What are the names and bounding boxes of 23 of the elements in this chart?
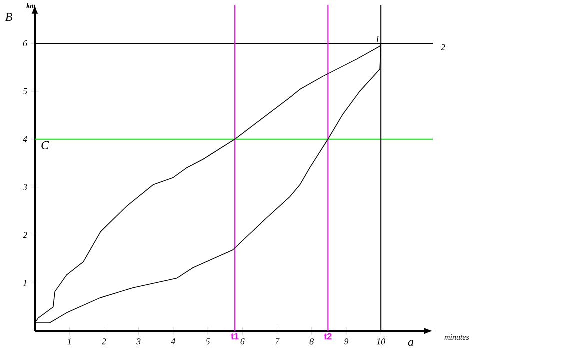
y-tick-label: 4 [23,136,28,142]
x-tick-label: 1 [68,338,71,344]
y-tick-label: 1 [23,280,27,286]
x-tick-label: 8 [310,338,314,345]
y-tick-label: 5 [23,88,28,94]
x-tick-label: 5 [206,338,210,345]
x-tick-label: 10 [376,338,386,345]
y-tick-label: 3 [23,184,28,190]
x-tick-label: 3 [136,338,141,345]
text: B [5,13,12,22]
x-tick-label: 7 [276,338,280,344]
series-label: 1 [376,36,379,42]
x-tick-label: 6 [240,338,245,345]
x-tick-label: 4 [171,338,176,344]
x-tick-label: 9 [344,338,349,345]
annotation: C [42,141,50,150]
ref-line-label: t2 [324,333,332,340]
series-label: 2 [441,44,446,50]
text: a [408,340,414,346]
y-tick-label: 2 [23,232,28,238]
ref-line-label: t1 [231,333,239,340]
y-tick-label: 6 [23,40,28,46]
x-tick-label: 2 [102,338,106,345]
